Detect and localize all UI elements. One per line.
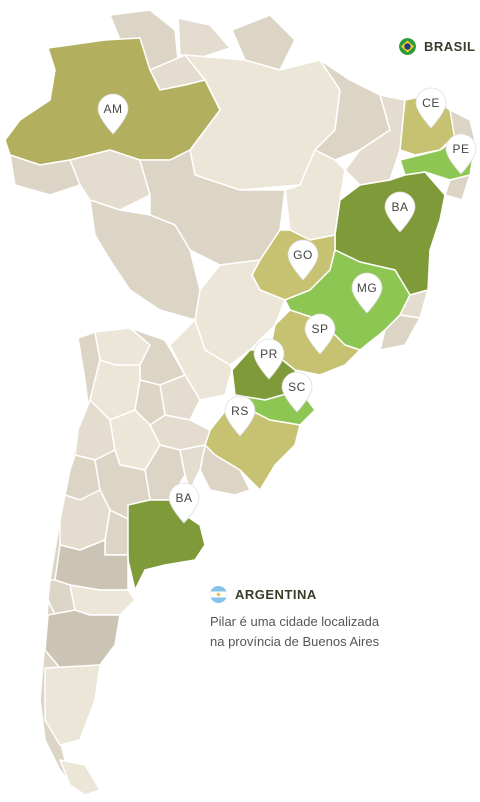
- marker-label: SP: [311, 322, 329, 336]
- region-maranhao: [314, 59, 391, 161]
- map-pin-icon: [351, 272, 383, 314]
- map-marker-ce[interactable]: CE: [414, 87, 448, 129]
- marker-label: AM: [103, 102, 123, 116]
- region-rio-negro: [69, 584, 136, 616]
- country-name: ARGENTINA: [235, 587, 317, 602]
- region-bolivia: [89, 199, 201, 321]
- region-al: [444, 174, 471, 201]
- map-marker-ba-brasil[interactable]: BA: [383, 191, 417, 233]
- country-name: BRASIL: [424, 39, 476, 54]
- map-pin-icon: [253, 338, 285, 380]
- marker-label: PE: [452, 142, 470, 156]
- region-santa-cruz: [44, 664, 101, 746]
- marker-label: BA: [391, 200, 409, 214]
- marker-label: RS: [231, 404, 249, 418]
- region-rj: [379, 314, 421, 351]
- region-neighbor-north2: [231, 14, 296, 71]
- note-line: na província de Buenos Aires: [210, 634, 380, 649]
- marker-label: BA: [175, 491, 193, 505]
- region-uruguay: [199, 444, 251, 496]
- map-pin-icon: [304, 313, 336, 355]
- region-paraguay: [169, 319, 233, 401]
- map-pin-icon: [415, 87, 447, 129]
- note-line: Pilar é uma cidade localizada: [210, 614, 380, 629]
- marker-label: CE: [422, 96, 440, 110]
- marker-label: MG: [356, 281, 378, 295]
- map-pin-icon: [281, 371, 313, 413]
- region-chubut: [44, 609, 121, 669]
- argentina-note: Pilar é uma cidade localizada na provínc…: [210, 612, 410, 652]
- region-mg: [284, 249, 411, 351]
- map-pin-icon: [384, 191, 416, 233]
- marker-label: GO: [293, 248, 313, 262]
- marker-label: SC: [288, 380, 306, 394]
- map-marker-ba-argentina[interactable]: BA: [167, 482, 201, 524]
- map-marker-pr[interactable]: PR: [252, 338, 286, 380]
- map-marker-sp[interactable]: SP: [303, 313, 337, 355]
- map-pin-icon: [97, 93, 129, 135]
- map-marker-pe[interactable]: PE: [444, 133, 478, 175]
- region-rondonia: [69, 149, 151, 211]
- marker-label: PR: [260, 347, 278, 361]
- map-pin-icon: [445, 133, 477, 175]
- region-entre-rios: [179, 444, 206, 491]
- country-label-argentina: ARGENTINA: [210, 586, 317, 603]
- brazil-flag-icon: [399, 38, 416, 55]
- map-marker-rs[interactable]: RS: [223, 395, 257, 437]
- map-pin-icon: [287, 239, 319, 281]
- map-marker-sc[interactable]: SC: [280, 371, 314, 413]
- country-label-brasil: BRASIL: [399, 38, 475, 55]
- region-neighbor-north1: [177, 17, 231, 59]
- map-marker-am[interactable]: AM: [96, 93, 130, 135]
- map-marker-go[interactable]: GO: [286, 239, 320, 281]
- region-buenos-aires: [127, 499, 206, 591]
- map-pin-icon: [224, 395, 256, 437]
- map-pin-icon: [168, 482, 200, 524]
- map-marker-mg[interactable]: MG: [350, 272, 384, 314]
- region-tierra-del-fuego: [59, 759, 101, 796]
- argentina-flag-icon: [210, 586, 227, 603]
- region-rn: [449, 109, 476, 141]
